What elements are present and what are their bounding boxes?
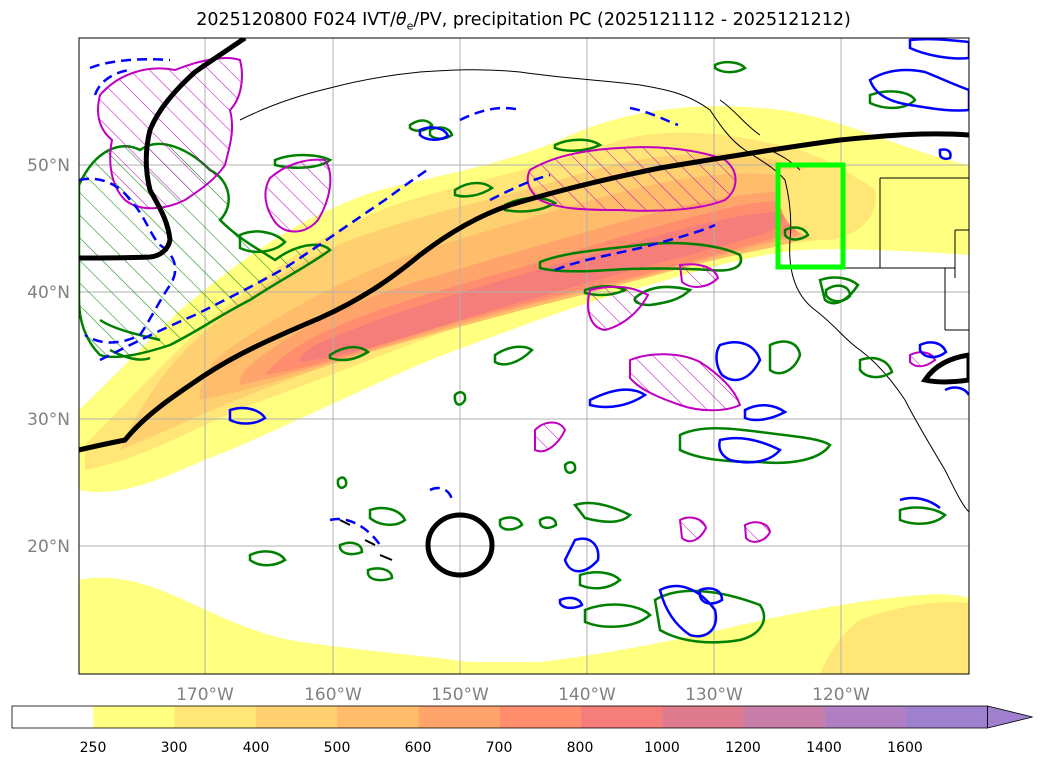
colorbar-segment [499,706,582,728]
ivt-800 [299,212,784,362]
ivt-track [79,38,969,578]
colorbar-segment [174,706,257,728]
colorbar-segment [581,706,663,728]
lon-label: 130°W [685,685,743,705]
lon-label: 160°W [304,685,362,705]
lat-label: 40°N [27,283,70,303]
lon-label: 170°W [176,685,234,705]
colorbar [11,705,1033,729]
lon-label: 150°W [431,685,489,705]
colorbar-ticks: 250 300 400 500 600 700 800 1000 1200 14… [80,740,923,756]
plot-frame [78,37,970,675]
colorbar-segment [12,706,94,728]
lat-label: 50°N [27,156,70,176]
colorbar-tick-label: 500 [324,740,351,756]
colorbar-segment [418,706,501,728]
colorbar-tick-label: 1200 [725,740,761,756]
colorbar-segment [906,706,989,728]
colorbar-segment [662,706,745,728]
colorbar-tick-label: 250 [80,740,107,756]
precip-contours [97,57,937,543]
lon-label: 120°W [812,685,870,705]
ivt-east2 [780,168,876,240]
ivt-shading [79,106,969,674]
colorbar-segment [337,706,420,728]
colorbar-tick-label: 800 [567,740,594,756]
lat-label: 30°N [27,410,70,430]
colorbar-tick-label: 400 [243,740,270,756]
colorbar-tick-label: 300 [161,740,188,756]
region-box [775,162,846,270]
lon-label: 140°W [558,685,616,705]
colorbar-segment [743,706,826,728]
lon-axis: 170°W 160°W 150°W 140°W 130°W 120°W [176,685,870,705]
colorbar-segment [255,706,338,728]
colorbar-tick-label: 600 [405,740,432,756]
ivt-south-300 [820,602,969,674]
colorbar-frame [11,705,988,729]
colorbar-tick-label: 1400 [806,740,842,756]
colorbar-tick-label: 1600 [887,740,923,756]
ivt-south [79,577,969,674]
theta-contours [79,38,969,638]
map-title: 2025120800 F024 IVT/θe/PV, precipitation… [196,10,851,33]
lat-axis: 50°N 40°N 30°N 20°N [27,156,70,557]
colorbar-extend-arrow [987,705,1033,729]
ivt-east [880,172,969,252]
colorbar-segment [825,706,907,728]
lat-label: 20°N [27,537,70,557]
colorbar-segment [93,706,176,728]
colorbar-tick-label: 700 [486,740,513,756]
colorbar-tick-label: 1000 [644,740,680,756]
